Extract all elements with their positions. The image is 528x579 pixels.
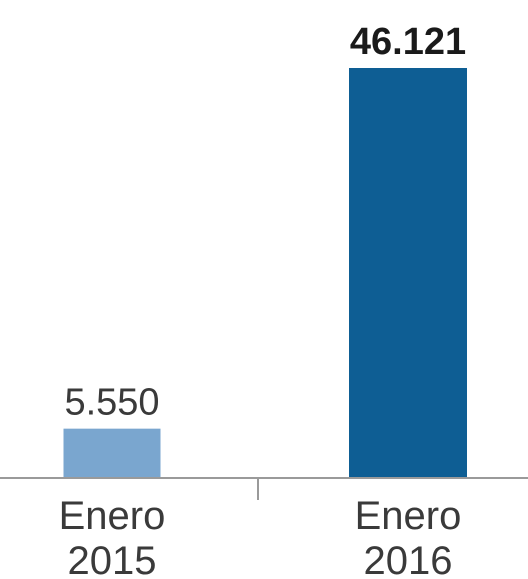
bars-group [63,68,467,478]
bar-1 [349,68,467,478]
category-label-1-line1: Enero [355,494,462,538]
category-label-0-line2: 2015 [68,539,157,579]
value-labels-group: 5.550 46.121 [64,21,466,424]
category-label-1-line2: 2016 [364,539,453,579]
category-label-0-line1: Enero [59,494,166,538]
value-label-1: 46.121 [350,21,466,63]
bar-0 [63,428,161,478]
value-label-0: 5.550 [64,382,159,424]
